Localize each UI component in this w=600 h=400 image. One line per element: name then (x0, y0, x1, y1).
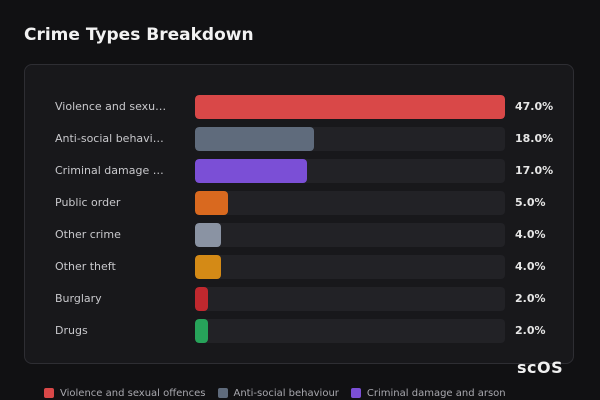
value-label: 2.0% (515, 324, 546, 337)
bar-track (195, 95, 505, 119)
bar (195, 319, 209, 343)
value-label: 18.0% (515, 132, 554, 145)
legend-item: Anti-social behaviour (217, 386, 339, 400)
value-label: 4.0% (515, 260, 546, 273)
category-label: Burglary (55, 292, 102, 305)
bar-track (195, 287, 505, 311)
bar (195, 159, 308, 183)
legend-swatch (350, 388, 361, 398)
category-label: Public order (55, 196, 121, 209)
chart-title: Crime Types Breakdown (24, 25, 254, 45)
legend: Violence and sexual offences Anti-social … (44, 386, 584, 400)
value-label: 4.0% (515, 228, 546, 241)
chart-card: Violence and sexual offences 47.0% Anti-so… (24, 64, 574, 364)
bar-track (195, 223, 505, 247)
category-label: Anti-social behaviour (55, 132, 170, 145)
value-label: 47.0% (515, 100, 554, 113)
bar (195, 287, 209, 311)
category-label: Other crime (55, 228, 121, 241)
value-label: 5.0% (515, 196, 546, 209)
bar (195, 127, 314, 151)
bar (195, 191, 228, 215)
bar (195, 255, 222, 279)
legend-swatch (217, 388, 228, 398)
bar (195, 223, 222, 247)
value-label: 17.0% (515, 164, 554, 177)
bar (195, 95, 505, 119)
bar-track (195, 191, 505, 215)
logo: scOS (517, 358, 564, 377)
legend-label: Violence and sexual offences (60, 387, 206, 399)
category-label: Violence and sexual offences (55, 100, 170, 113)
bar-track (195, 255, 505, 279)
value-label: 2.0% (515, 292, 546, 305)
category-label: Criminal damage and arson (55, 164, 170, 177)
legend-label: Anti-social behaviour (233, 387, 339, 399)
legend-item: Criminal damage and arson (350, 386, 506, 400)
legend-swatch (44, 388, 54, 398)
legend-label: Criminal damage and arson (366, 387, 506, 399)
legend-item: Violence and sexual offences (44, 386, 206, 400)
bar-track (195, 319, 505, 343)
bar-track (195, 159, 505, 183)
category-label: Other theft (55, 260, 116, 273)
category-label: Drugs (55, 324, 88, 337)
bar-track (195, 127, 505, 151)
